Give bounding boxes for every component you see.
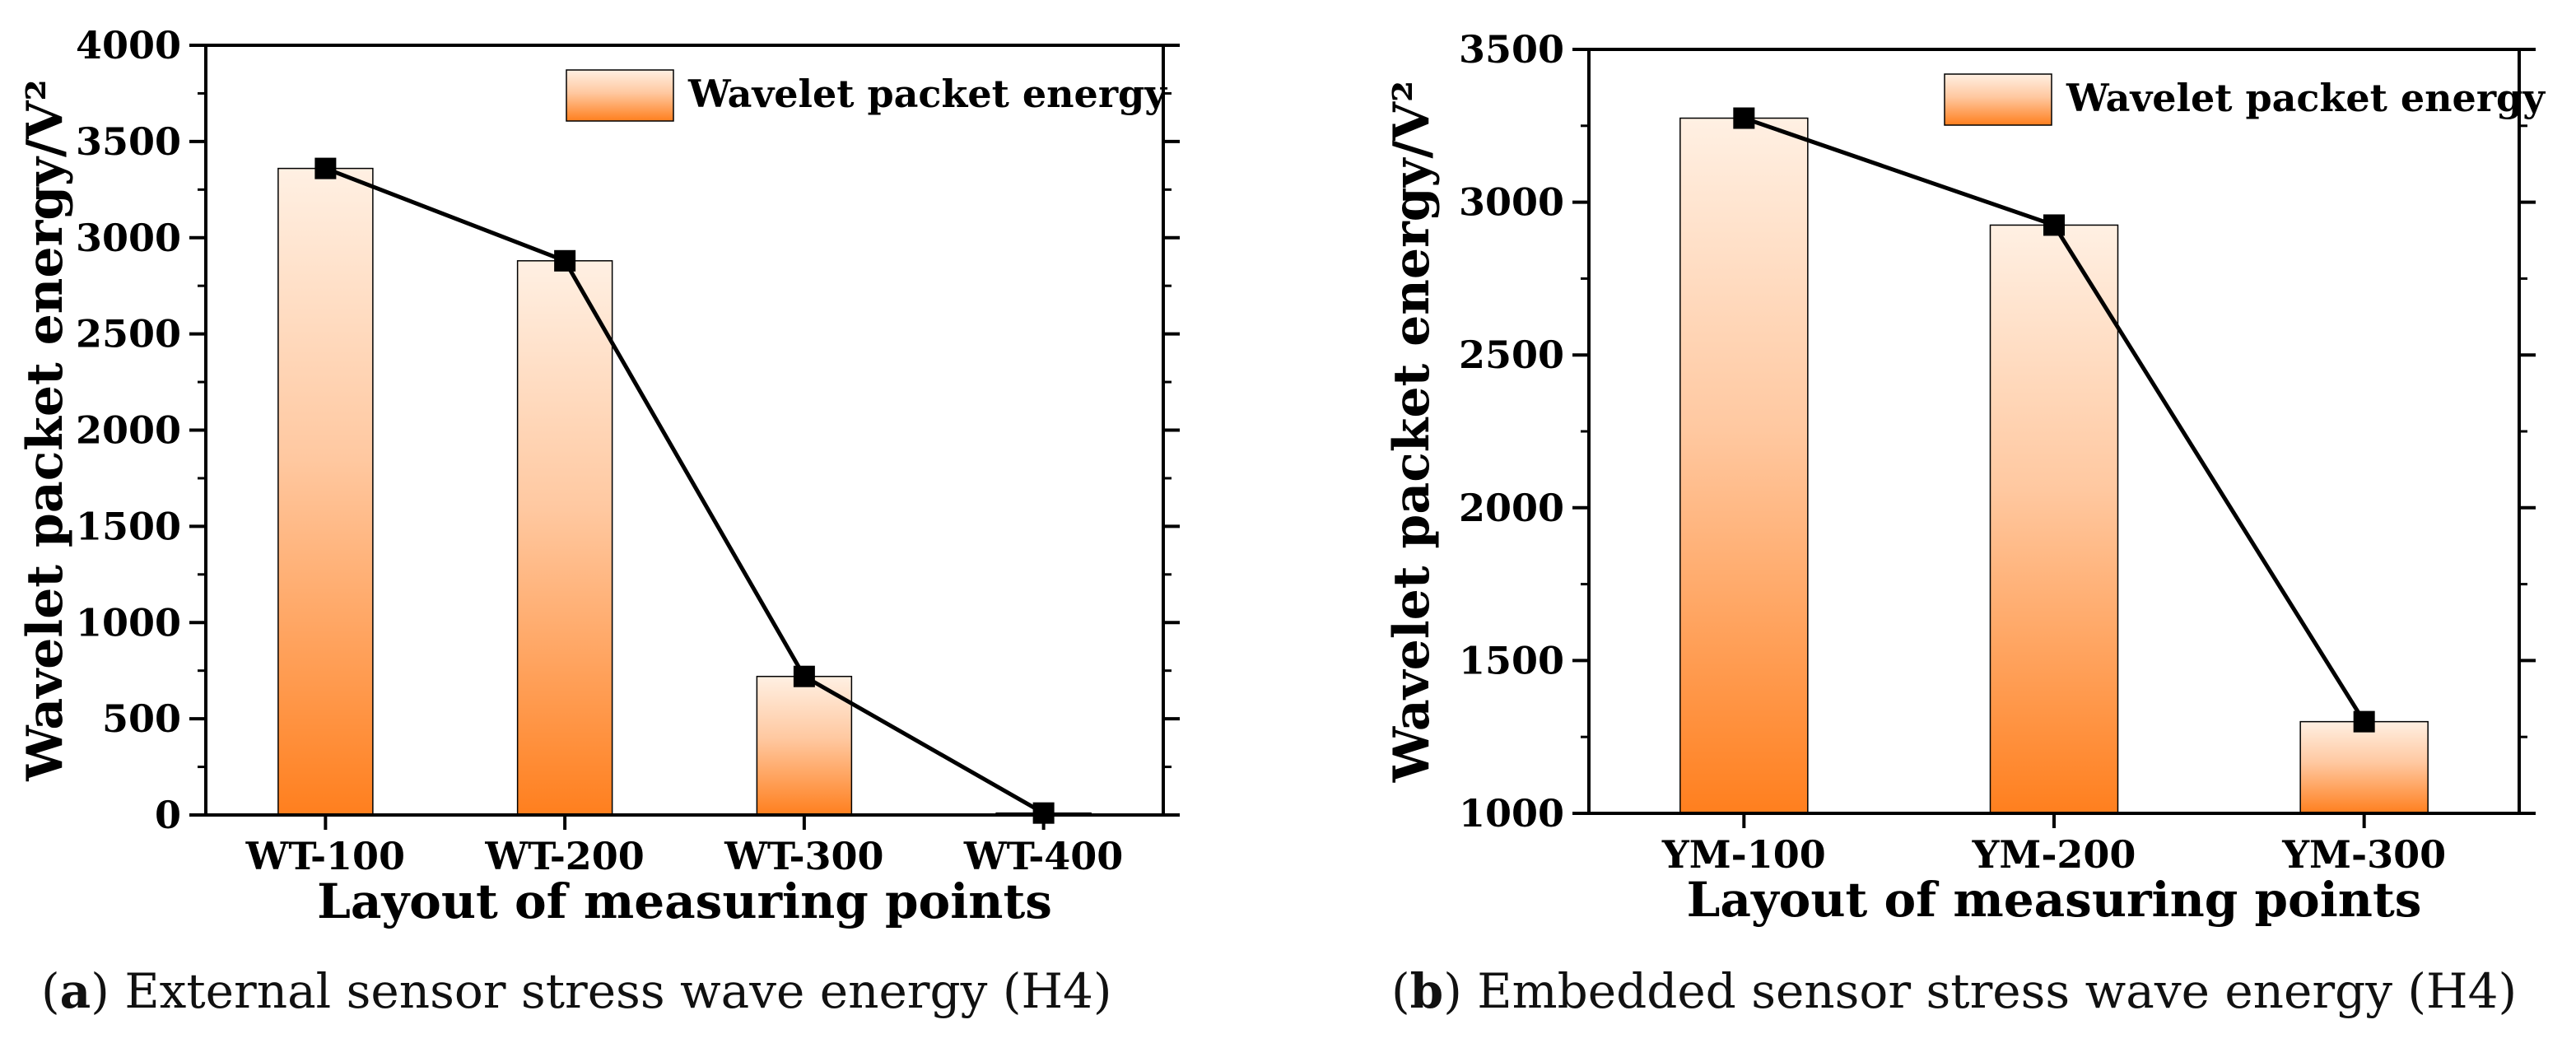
bar-YM-300 — [2299, 720, 2429, 814]
x-tick-label-WT-400: WT-400 — [963, 834, 1123, 878]
y-tick-label: 2500 — [76, 312, 181, 356]
y-tick-label: 2000 — [1459, 486, 1564, 530]
chart-panel-b: 1000 1500 2000 2500 3000 3500 YM-100 YM-200 YM-3… — [1383, 27, 2546, 928]
y-tick-label: 1500 — [1459, 638, 1564, 682]
marker-WT-100 — [314, 157, 337, 179]
legend: Wavelet packet energy — [1944, 73, 2546, 126]
bar-YM-200 — [1989, 224, 2119, 814]
y-tick-label: 4000 — [76, 23, 181, 68]
series-line — [324, 166, 1045, 815]
x-tick-label-YM-300: YM-300 — [2281, 832, 2446, 877]
bar-YM-100 — [1679, 117, 1809, 814]
y-tick-label: 3500 — [1459, 27, 1564, 72]
legend-label: Wavelet packet energy — [2066, 76, 2546, 120]
marker-YM-200 — [2043, 214, 2065, 236]
legend-swatch — [1944, 73, 2052, 126]
y-tick-label: 1500 — [76, 504, 181, 548]
legend: Wavelet packet energy — [566, 69, 1167, 122]
y-tick-label: 3500 — [76, 119, 181, 164]
x-tick-label-WT-300: WT-300 — [724, 834, 883, 878]
legend-label: Wavelet packet energy — [687, 72, 1167, 116]
marker-YM-300 — [2353, 710, 2375, 733]
y-tick-label: 0 — [155, 793, 181, 837]
marker-WT-300 — [793, 665, 815, 687]
bar-WT-200 — [516, 260, 613, 816]
caption-a-text: External sensor stress wave energy (H4) — [124, 963, 1112, 1019]
bar-WT-300 — [756, 675, 853, 816]
y-tick-label: 500 — [102, 696, 181, 741]
x-tick-label-WT-200: WT-200 — [484, 834, 644, 878]
bar-WT-100 — [277, 167, 374, 816]
x-tick-label-WT-100: WT-100 — [245, 834, 405, 878]
x-axis-title: Layout of measuring points — [1687, 872, 2422, 928]
legend-swatch — [566, 69, 674, 122]
chart-panel-a: 0 500 1000 1500 2000 2500 3000 3500 4000 WT-100 WT… — [16, 23, 1180, 929]
x-tick-label-YM-200: YM-200 — [1972, 832, 2136, 877]
y-axis-title: Wavelet packet energy/V² — [16, 79, 74, 782]
y-tick-label: 3000 — [1459, 180, 1564, 225]
y-tick-label: 1000 — [76, 600, 181, 645]
x-tick-label-YM-100: YM-100 — [1661, 832, 1826, 877]
y-axis-title: Wavelet packet energy/V² — [1383, 81, 1441, 784]
y-tick-label: 2000 — [76, 408, 181, 453]
marker-WT-200 — [554, 249, 576, 272]
x-axis-title: Layout of measuring points — [317, 873, 1052, 929]
caption-b: (b) Embedded sensor stress wave energy (… — [1391, 963, 2518, 1019]
y-tick-label: 1000 — [1459, 791, 1564, 836]
caption-a-label: a — [59, 963, 91, 1019]
y-tick-label: 3000 — [76, 216, 181, 260]
caption-b-label: b — [1409, 963, 1444, 1019]
marker-YM-100 — [1733, 107, 1755, 129]
caption-a: (a) External sensor stress wave energy (… — [41, 963, 1112, 1019]
caption-b-text: Embedded sensor stress wave energy (H4) — [1477, 963, 2518, 1019]
y-tick-label: 2500 — [1459, 333, 1564, 377]
